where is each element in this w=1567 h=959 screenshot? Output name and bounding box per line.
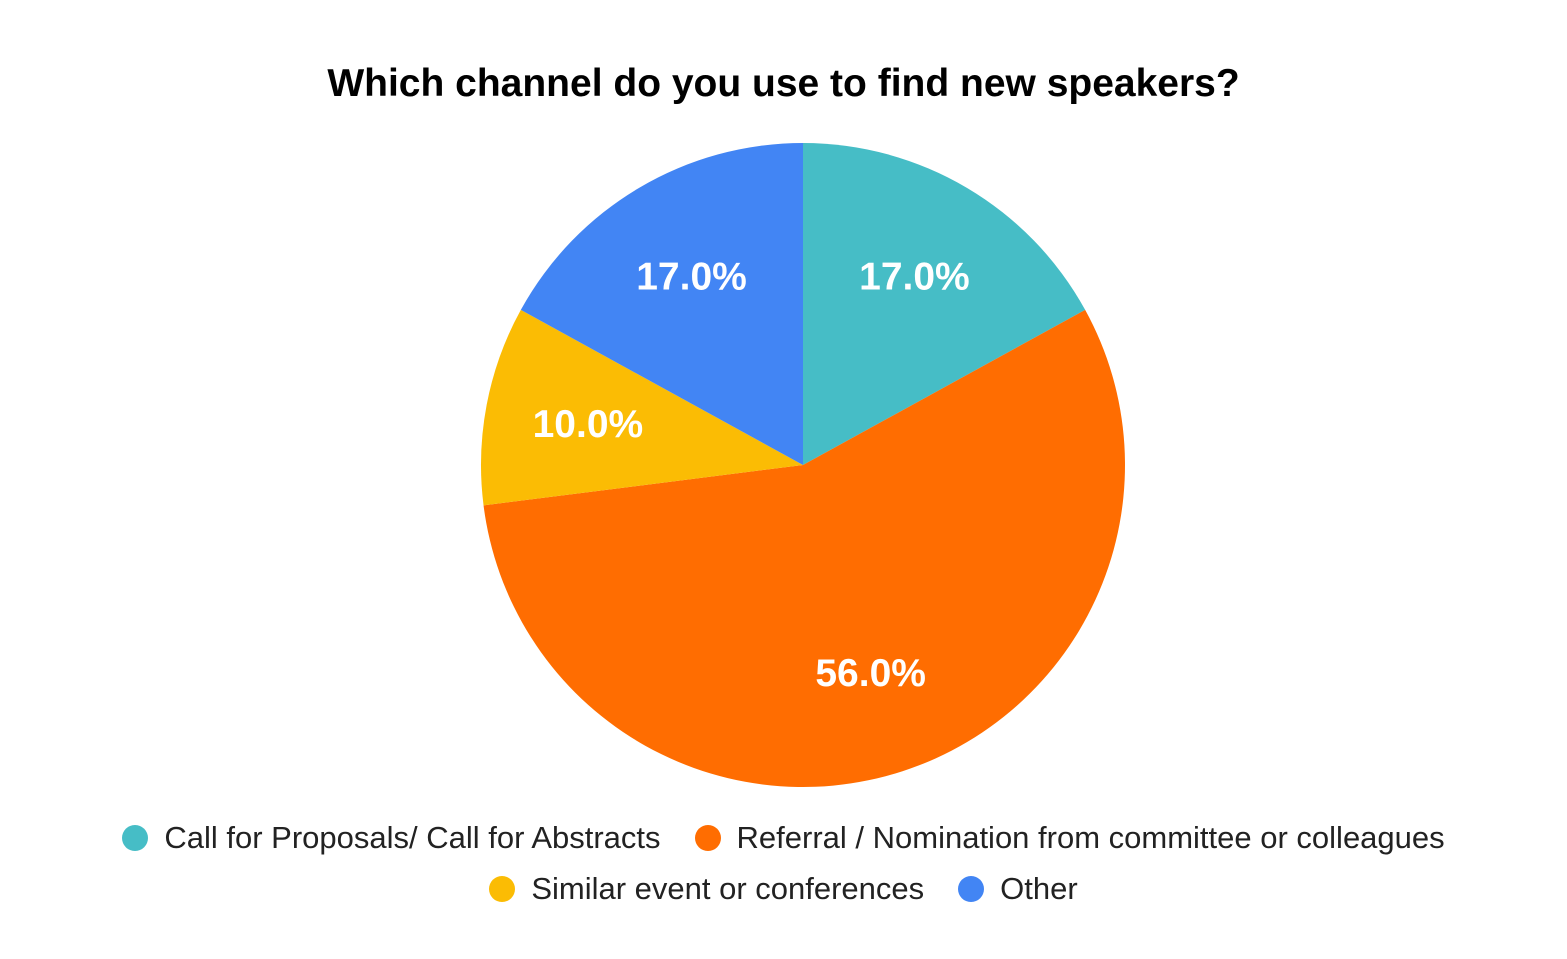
legend-row: Call for Proposals/ Call for Abstracts Re… [0,820,1567,856]
pie-slice [520,143,803,465]
legend-label: Other [1000,871,1078,906]
slice-data-label: 17.0% [636,256,747,299]
legend-swatch [489,876,516,902]
slice-data-label: 56.0% [815,652,926,695]
legend-item: Other [958,871,1078,907]
legend-swatch [694,825,721,851]
legend-swatch [958,876,985,902]
pie-slice [803,143,1086,465]
chart-title: Which channel do you use to find new spe… [327,62,1240,105]
slice-data-label: 17.0% [859,256,970,299]
legend-label: Similar event or conferences [531,871,925,906]
legend-label: Referral / Nomination from committee or … [736,820,1445,855]
legend-swatch [122,825,149,851]
pie-slice [483,309,1125,787]
legend-item: Call for Proposals/ Call for Abstracts [122,820,661,856]
legend-item: Referral / Nomination from committee or … [694,820,1445,856]
slice-data-label: 10.0% [533,403,644,446]
pie-slice [481,309,803,506]
legend-row: Similar event or conferences Other [0,871,1567,907]
legend-item: Similar event or conferences [489,871,924,907]
legend-label: Call for Proposals/ Call for Abstracts [164,820,661,855]
